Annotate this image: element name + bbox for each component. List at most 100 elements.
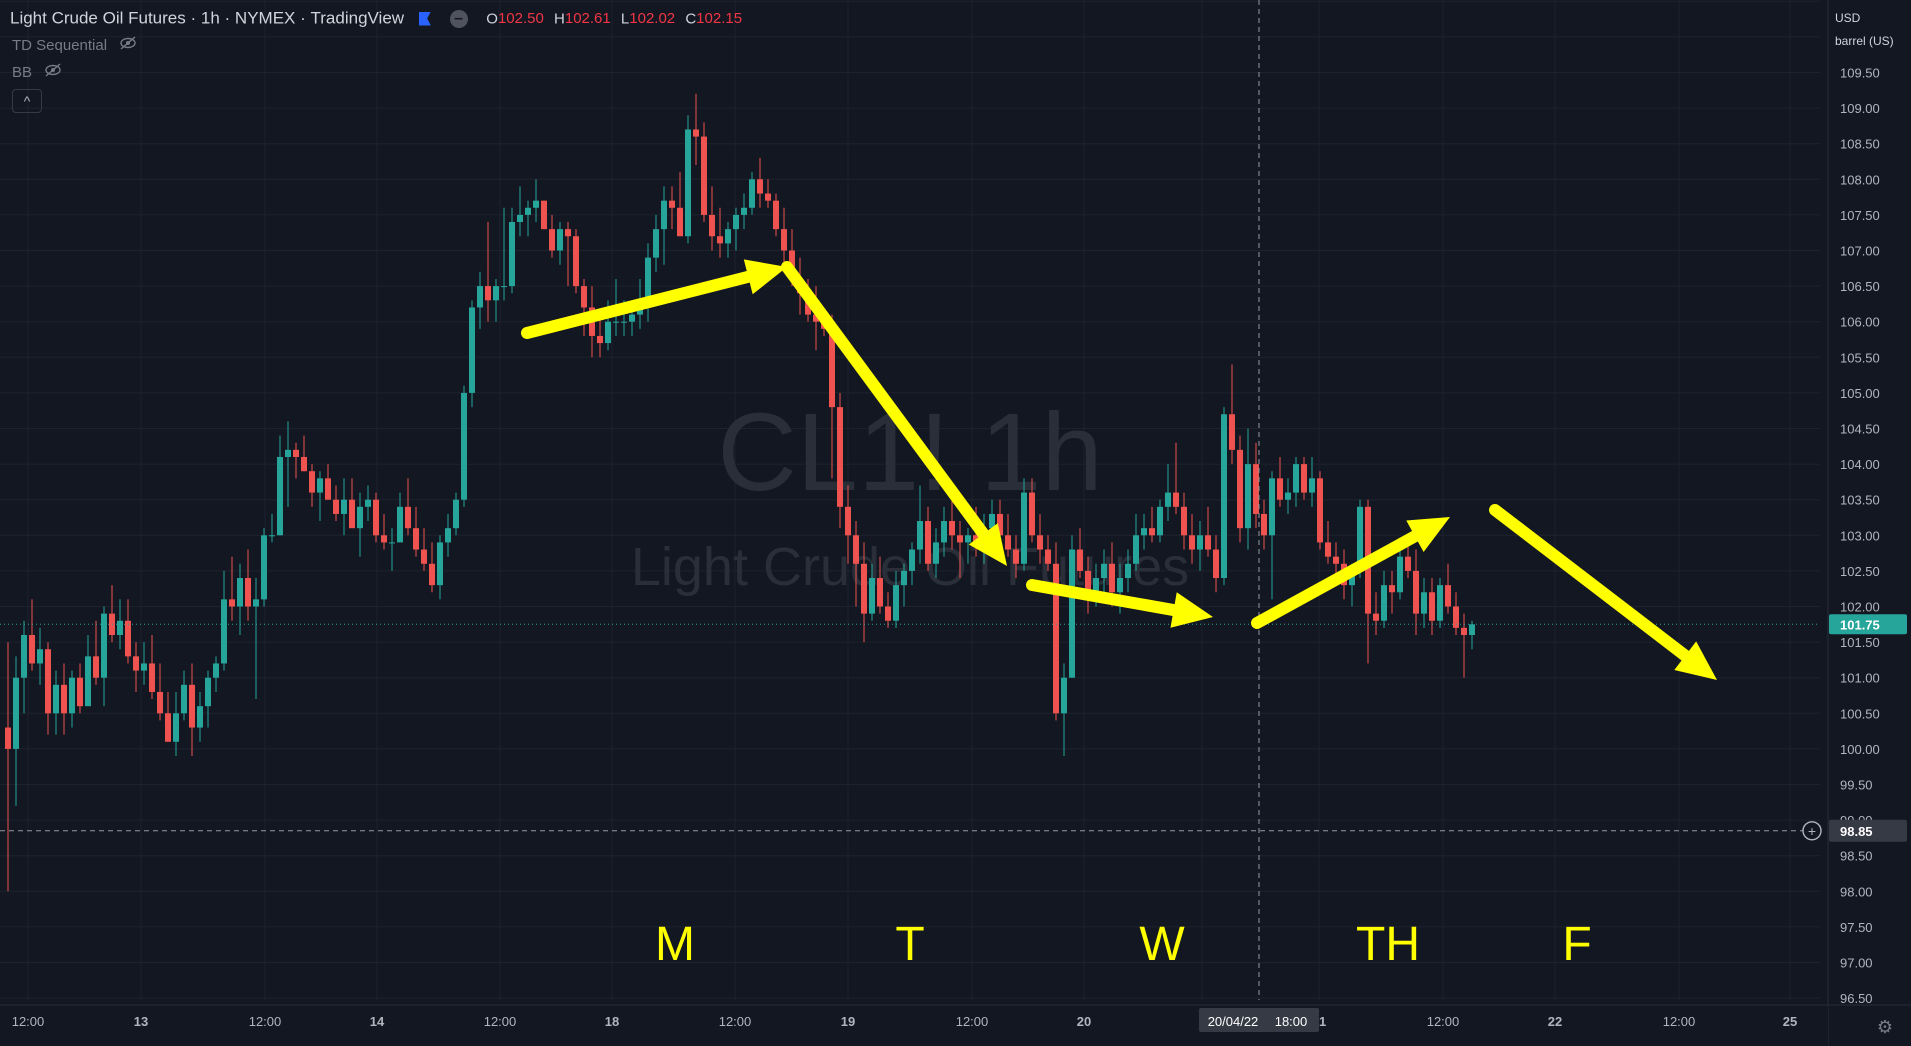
- candle-body: [301, 456, 307, 472]
- time-tick: 12:00: [249, 1014, 282, 1029]
- currency-select[interactable]: USD: [1831, 8, 1907, 28]
- add-price-icon-glyph: +: [1808, 823, 1816, 839]
- price-tick: 107.00: [1840, 244, 1880, 259]
- eye-hidden-icon[interactable]: [44, 63, 62, 81]
- eye-hidden-icon[interactable]: [119, 36, 137, 54]
- candle-body: [1397, 556, 1403, 593]
- candle-body: [1429, 592, 1435, 621]
- candle-body: [933, 542, 939, 564]
- high-value: 102.61: [564, 10, 611, 28]
- price-lines: [0, 0, 1820, 1000]
- candle-body: [1037, 535, 1043, 550]
- day-label: M: [655, 918, 695, 971]
- candle-body: [701, 136, 707, 215]
- symbol-title[interactable]: Light Crude Oil Futures: [10, 8, 186, 28]
- interval-label[interactable]: 1h: [200, 8, 220, 28]
- candle-body: [917, 521, 923, 550]
- candle-body: [421, 549, 427, 564]
- price-tick: 105.50: [1840, 350, 1880, 365]
- time-tick: 14: [370, 1014, 385, 1029]
- candle-body: [925, 521, 931, 564]
- candle-body: [349, 499, 355, 529]
- candle-body: [1245, 464, 1251, 529]
- candle-body: [757, 179, 763, 194]
- candle-body: [781, 229, 787, 251]
- price-tick: 98.50: [1840, 849, 1873, 864]
- candle-body: [869, 578, 875, 614]
- candle-body: [733, 214, 739, 230]
- candle-body: [1469, 624, 1475, 635]
- flag-icon[interactable]: [418, 11, 431, 26]
- candle-body: [1085, 570, 1091, 593]
- candle-body: [837, 407, 843, 507]
- price-tick: 101.50: [1840, 635, 1880, 650]
- price-tick: 108.50: [1840, 137, 1880, 152]
- candle-body: [1309, 478, 1315, 493]
- crosshair-price-label: 98.85: [1840, 824, 1873, 839]
- candle-body: [525, 207, 531, 215]
- time-tick: 13: [134, 1014, 148, 1029]
- candle-body: [37, 649, 43, 664]
- candle-body: [69, 677, 75, 714]
- price-tick: 100.00: [1840, 742, 1880, 757]
- candle-body: [285, 449, 291, 457]
- time-axis: 12:001312:001412:001812:001912:002012112…: [0, 1004, 1911, 1046]
- candle-body: [845, 506, 851, 536]
- candle-body: [245, 578, 251, 607]
- collapse-indicators-button[interactable]: ^: [12, 89, 42, 113]
- candle-body: [333, 499, 339, 514]
- candle-body: [157, 691, 163, 714]
- candle-body: [453, 499, 459, 529]
- candle-body: [749, 179, 755, 208]
- candle-body: [813, 314, 819, 322]
- remove-icon[interactable]: –: [449, 9, 468, 28]
- candle-body: [13, 677, 19, 749]
- candle-body: [53, 684, 59, 714]
- indicator-bb[interactable]: BB: [12, 63, 62, 81]
- high-label: H: [554, 10, 565, 28]
- candle-body: [653, 229, 659, 258]
- candle-body: [1141, 528, 1147, 536]
- candle-body: [989, 513, 995, 529]
- trend-arrows: [521, 259, 1717, 680]
- time-tick: 12:00: [12, 1014, 45, 1029]
- price-tick: 103.00: [1840, 528, 1880, 543]
- price-tick: 106.00: [1840, 315, 1880, 330]
- price-tick: 98.00: [1840, 884, 1873, 899]
- candle-body: [1149, 528, 1155, 536]
- trend-arrow-head: [1170, 592, 1213, 628]
- candle-body: [557, 229, 563, 251]
- candle-body: [941, 521, 947, 543]
- gear-icon[interactable]: ⚙: [1876, 1017, 1893, 1037]
- crosshair-time-box: [1199, 1008, 1319, 1032]
- unit-select[interactable]: barrel (US): [1831, 31, 1907, 51]
- candle-body: [493, 286, 499, 301]
- open-label: O: [486, 10, 498, 28]
- candle-body: [1133, 535, 1139, 564]
- day-label: F: [1562, 918, 1591, 971]
- candle-body: [533, 200, 539, 208]
- candle-body: [829, 328, 835, 408]
- candle-body: [1461, 627, 1467, 635]
- candle-body: [125, 620, 131, 657]
- candle-body: [509, 222, 515, 287]
- candle-body: [645, 257, 651, 308]
- candle-body: [541, 200, 547, 230]
- candle-body: [445, 528, 451, 543]
- time-tick: 20: [1077, 1014, 1091, 1029]
- candle-body: [1189, 535, 1195, 550]
- candle-body: [1333, 556, 1339, 564]
- candle-body: [309, 471, 315, 493]
- price-tick: 102.00: [1840, 600, 1880, 615]
- candle-body: [1021, 492, 1027, 564]
- candle-body: [1181, 506, 1187, 536]
- price-tick: 103.50: [1840, 493, 1880, 508]
- candle-body: [1293, 464, 1299, 493]
- candle-body: [221, 599, 227, 664]
- candles: [5, 93, 1475, 892]
- candle-body: [773, 200, 779, 230]
- last-price-label: 101.75: [1840, 617, 1880, 632]
- candle-body: [1237, 449, 1243, 529]
- indicator-td-sequential[interactable]: TD Sequential: [12, 36, 137, 54]
